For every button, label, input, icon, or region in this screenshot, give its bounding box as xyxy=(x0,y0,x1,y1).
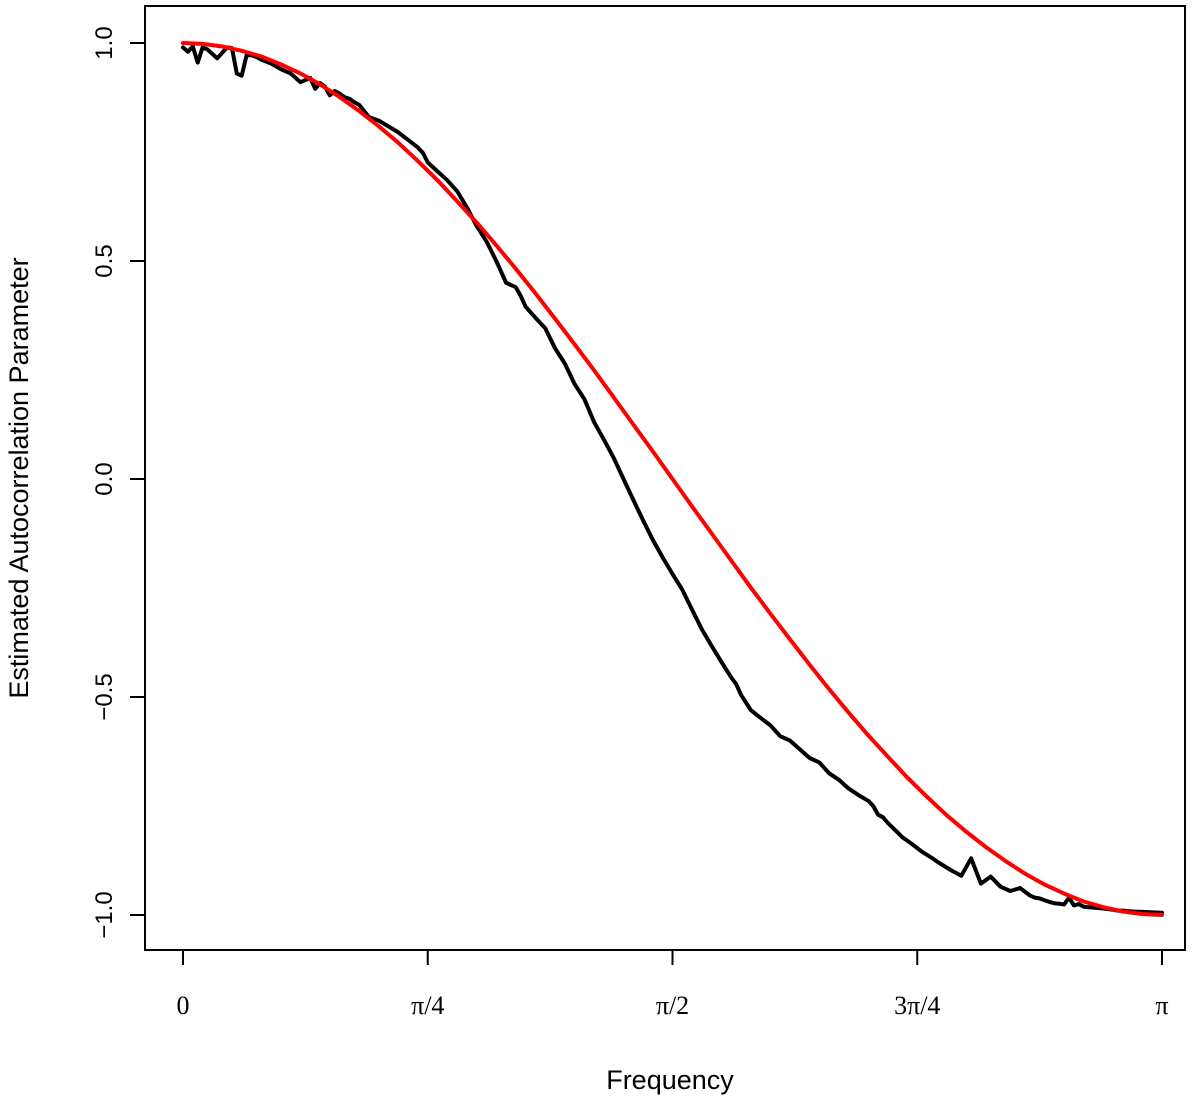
plot-frame xyxy=(144,5,1186,951)
y-tick-label: 1.0 xyxy=(91,26,118,59)
y-tick-label: −0.5 xyxy=(91,673,118,720)
y-tick-label: 0.5 xyxy=(91,244,118,277)
x-tick-label: 0 xyxy=(177,991,190,1020)
y-tick-label: 0.0 xyxy=(91,462,118,495)
x-axis: 0 π/4 π/2 3π/4 π xyxy=(177,949,1169,1020)
y-tick-label: −1.0 xyxy=(91,891,118,938)
x-axis-title: Frequency xyxy=(606,1065,734,1095)
series-layer xyxy=(181,41,1164,917)
x-tick-label: π/4 xyxy=(411,991,444,1020)
x-tick-label: π xyxy=(1155,991,1168,1020)
series-line-reference xyxy=(181,41,1164,917)
x-tick-label: π/2 xyxy=(656,991,689,1020)
y-axis: 1.0 0.5 0.0 −0.5 −1.0 xyxy=(91,26,146,939)
x-tick-label: 3π/4 xyxy=(894,991,940,1020)
y-axis-title: Estimated Autocorrelation Parameter xyxy=(4,257,34,698)
